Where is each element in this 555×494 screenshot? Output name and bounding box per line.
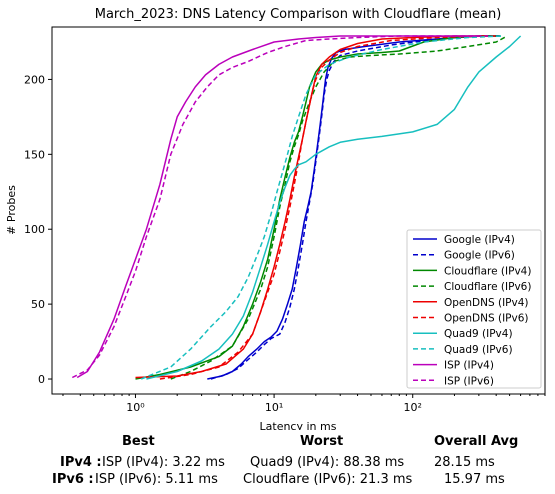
series-line-cloudflare-ipv4 (135, 35, 501, 380)
x-tick-label: 10⁰ (126, 401, 145, 414)
chart-title: March_2023: DNS Latency Comparison with … (95, 7, 502, 22)
y-tick-label: 100 (24, 223, 45, 236)
series-line-google-ipv6 (210, 35, 501, 380)
legend-label: Google (IPv4) (444, 234, 515, 246)
latency-chart: March_2023: DNS Latency Comparison with … (5, 7, 546, 430)
series-line-cloudflare-ipv6 (170, 35, 508, 380)
series-line-opendns-ipv6 (159, 35, 497, 380)
summary-header-worst: Worst (300, 434, 344, 449)
legend-label: OpenDNS (IPv4) (444, 297, 529, 309)
y-axis-ticks: 0 50 100 150 200 (24, 73, 52, 386)
legend-label: ISP (IPv4) (444, 360, 494, 372)
summary-row-ipv6-best: ISP (IPv6): 5.11 ms (95, 472, 218, 487)
summary-row-ipv6-avg: 15.97 ms (444, 472, 505, 487)
y-tick-label: 0 (38, 373, 45, 386)
x-axis-label: Latency in ms (260, 420, 337, 430)
series-lines (71, 35, 522, 380)
series-line-isp-ipv6 (71, 35, 489, 379)
summary-row-ipv6-label: IPv6 : (52, 472, 94, 487)
legend-label: Cloudflare (IPv4) (444, 265, 531, 277)
legend-label: Quad9 (IPv4) (444, 328, 513, 340)
y-axis-label: # Probes (5, 185, 18, 235)
y-tick-label: 200 (24, 73, 45, 86)
plot-frame (51, 26, 546, 395)
y-tick-label: 50 (31, 298, 45, 311)
x-tick-label: 10² (404, 401, 422, 414)
x-tick-label: 10¹ (265, 401, 283, 414)
series-line-opendns-ipv4 (135, 35, 489, 379)
legend-label: Quad9 (IPv6) (444, 344, 513, 356)
y-tick-label: 150 (24, 148, 45, 161)
x-axis-ticks: 10⁰ 10¹ 10² (62, 394, 546, 414)
series-line-quad9-ipv4 (146, 35, 522, 380)
legend: Google (IPv4) Google (IPv6) Cloudflare (IP… (406, 229, 542, 389)
legend-box (406, 229, 542, 389)
legend-label: Google (IPv6) (444, 250, 515, 262)
summary-row-ipv4-label: IPv4 : (60, 455, 102, 470)
series-line-isp-ipv4 (76, 35, 479, 379)
summary-row-ipv4-best: ISP (IPv4): 3.22 ms (102, 455, 225, 470)
legend-label: Cloudflare (IPv6) (444, 281, 531, 293)
series-line-google-ipv4 (207, 35, 500, 380)
legend-label: OpenDNS (IPv6) (444, 313, 529, 325)
summary-header-avg: Overall Avg (434, 434, 519, 449)
summary-row-ipv4-avg: 28.15 ms (434, 455, 495, 470)
summary-row-ipv4-worst: Quad9 (IPv4): 88.38 ms (250, 455, 405, 470)
summary-row-ipv6-worst: Cloudflare (IPv6): 21.3 ms (243, 472, 413, 487)
summary-header-best: Best (122, 434, 155, 449)
legend-label: ISP (IPv6) (444, 375, 494, 387)
